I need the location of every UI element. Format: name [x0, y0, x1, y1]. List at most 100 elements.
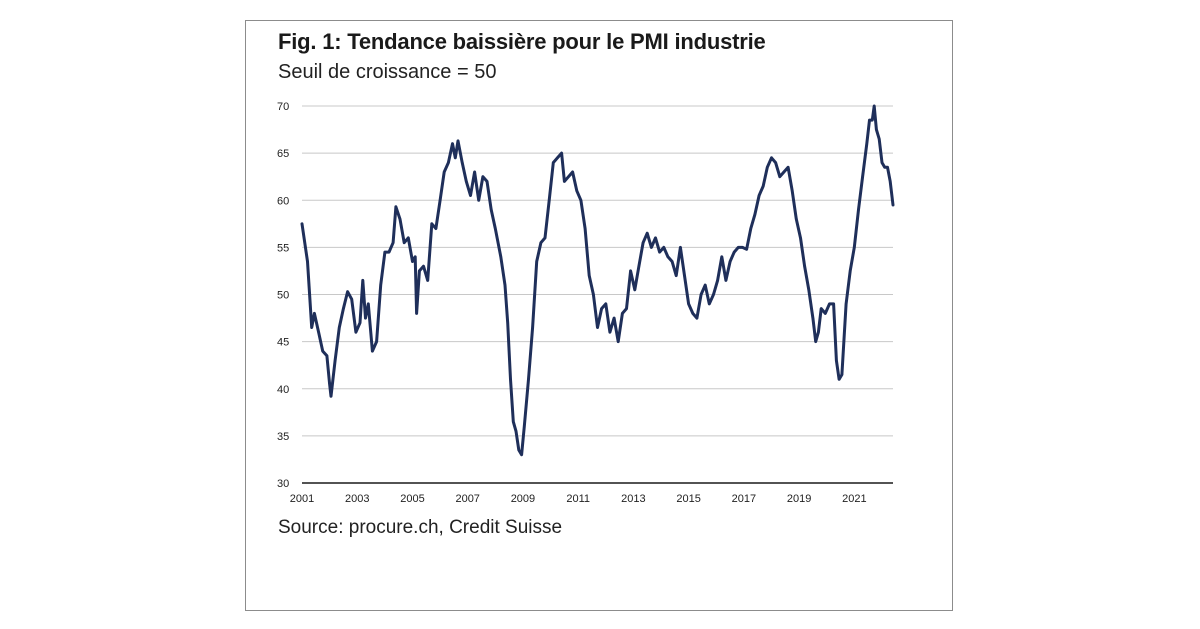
data-point [426, 279, 429, 282]
data-point [625, 307, 628, 310]
data-point [658, 250, 661, 254]
data-point [650, 246, 653, 249]
data-point [535, 260, 538, 263]
data-point [548, 199, 551, 202]
x-tick-label: 2011 [566, 493, 590, 505]
data-point [338, 326, 341, 329]
data-point [520, 453, 523, 456]
data-point [506, 321, 509, 324]
data-point [720, 255, 723, 258]
data-point [434, 227, 438, 230]
data-point [774, 161, 777, 164]
data-point [461, 161, 464, 164]
data-point [350, 298, 353, 301]
data-point [737, 246, 740, 249]
data-point [418, 269, 421, 273]
data-point [560, 151, 563, 155]
data-point [704, 283, 707, 287]
data-point [679, 246, 682, 249]
data-point [567, 175, 570, 178]
data-point [512, 420, 515, 423]
data-point [407, 236, 410, 240]
data-point [683, 274, 686, 277]
data-point [523, 425, 526, 428]
data-point [662, 246, 665, 249]
data-point [310, 326, 313, 329]
data-point [383, 250, 387, 254]
y-tick-labels: 30 35 40 45 50 55 60 65 70 [277, 101, 289, 490]
data-point [414, 255, 417, 258]
data-point [799, 236, 802, 240]
data-point [629, 269, 632, 273]
data-point [592, 293, 595, 296]
data-point [364, 316, 367, 320]
data-point [509, 378, 512, 381]
data-point [770, 156, 773, 159]
data-point [358, 321, 362, 324]
data-point [871, 118, 874, 122]
data-point [394, 205, 398, 208]
y-tick-label: 55 [277, 242, 289, 254]
data-point [745, 248, 748, 251]
data-point [517, 448, 520, 452]
data-point [820, 307, 823, 310]
data-point [883, 166, 886, 169]
data-point [666, 255, 670, 258]
x-tick-label: 2001 [290, 493, 314, 505]
data-point [691, 312, 694, 315]
data-point [878, 137, 881, 141]
data-point [503, 283, 507, 287]
data-point [317, 331, 320, 334]
data-point [391, 241, 395, 244]
y-tick-label: 45 [277, 337, 289, 349]
x-tick-label: 2013 [621, 493, 645, 505]
data-point [494, 227, 497, 230]
pmi-series-line [300, 104, 895, 457]
x-tick-label: 2005 [400, 493, 424, 505]
data-point [708, 302, 711, 306]
data-point [886, 166, 889, 169]
data-point [387, 250, 391, 254]
data-point [712, 293, 715, 296]
data-point [604, 302, 607, 306]
data-point [422, 265, 425, 268]
data-point [346, 290, 349, 293]
data-point [596, 326, 599, 329]
data-point [857, 208, 860, 211]
data-point [795, 217, 798, 221]
x-tick-label: 2009 [511, 493, 535, 505]
data-point [454, 156, 457, 159]
data-point [300, 222, 304, 225]
data-point [456, 139, 460, 143]
chart-subtitle: Seuil de croissance = 50 [278, 61, 497, 83]
data-point [889, 180, 892, 183]
y-tick-label: 35 [277, 431, 289, 443]
data-point [670, 260, 674, 263]
data-point [621, 312, 624, 315]
data-point [321, 349, 324, 353]
data-point [875, 128, 878, 131]
data-point [329, 395, 333, 398]
data-point [527, 378, 530, 381]
data-point [313, 312, 316, 315]
data-point [861, 175, 864, 178]
data-point [778, 175, 781, 178]
data-point [583, 227, 587, 230]
data-point [757, 194, 761, 197]
data-point [814, 340, 817, 343]
data-point [379, 283, 382, 287]
data-point [477, 199, 480, 202]
data-point [499, 255, 502, 258]
data-point [733, 250, 736, 254]
data-point [641, 241, 645, 244]
data-point [415, 312, 418, 315]
data-point [354, 331, 358, 334]
data-point [588, 274, 591, 277]
data-point [880, 161, 884, 164]
pmi-series-points [300, 104, 895, 456]
data-point [571, 170, 574, 174]
data-point [849, 269, 852, 273]
data-point [716, 279, 719, 282]
data-point [490, 208, 493, 211]
x-tick-label: 2021 [842, 493, 866, 505]
